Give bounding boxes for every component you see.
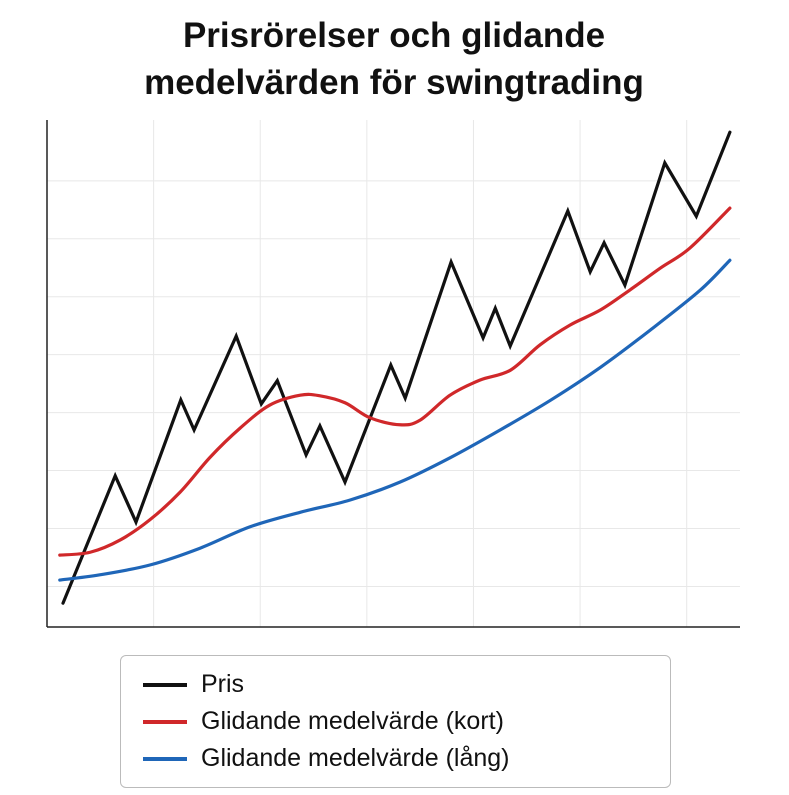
legend-swatch: [143, 719, 187, 724]
legend-item: Pris: [143, 666, 670, 703]
line-series: [58, 206, 732, 557]
chart-title: Prisrörelser och glidande medelvärden fö…: [144, 16, 644, 102]
line-series: [58, 258, 732, 582]
legend: Pris Glidande medelvärde (kort) Glidande m…: [120, 655, 671, 788]
legend-label: Glidande medelvärde (lång): [201, 744, 510, 772]
legend-label: Pris: [201, 670, 245, 698]
legend-item: Glidande medelvärde (kort): [143, 703, 670, 740]
legend-label: Glidande medelvärde (kort): [201, 707, 504, 735]
line-series: [61, 130, 732, 605]
legend-swatch: [143, 756, 187, 761]
legend-swatch: [143, 682, 187, 687]
legend-item: Glidande medelvärde (lång): [143, 740, 670, 777]
